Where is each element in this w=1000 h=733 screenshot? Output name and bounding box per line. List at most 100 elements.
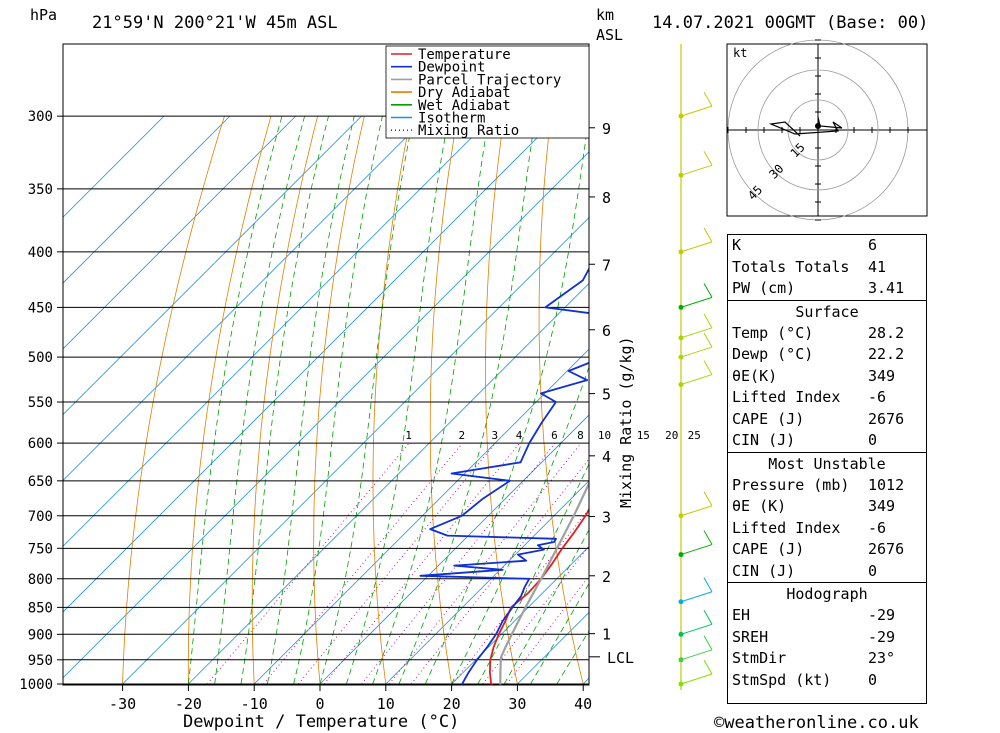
temperature-tick-label: 10 bbox=[377, 695, 395, 713]
wet-adiabat-line bbox=[293, 116, 383, 685]
mixing-ratio-line bbox=[506, 575, 589, 685]
hodo-row: StmDir 23° bbox=[728, 648, 926, 670]
surface-label: Dewp (°C) bbox=[732, 345, 814, 363]
hodo-value: 23° bbox=[868, 649, 896, 667]
hodo-label: SREH bbox=[732, 627, 769, 646]
mixing-ratio-label: 20 bbox=[665, 429, 678, 442]
mixing-ratio-label: 2 bbox=[459, 429, 466, 442]
surface-row: θE(K) 349 bbox=[728, 366, 926, 388]
wind-barb-flag bbox=[703, 659, 713, 675]
surface-value: 0 bbox=[868, 431, 878, 449]
hodo-label: StmDir bbox=[732, 649, 787, 667]
isotherm-line bbox=[188, 282, 589, 685]
dry-adiabat-line bbox=[251, 116, 318, 685]
pressure-tick-label: 950 bbox=[28, 653, 53, 669]
lcl-label: LCL bbox=[607, 649, 634, 667]
temperature-tick-label: 30 bbox=[508, 695, 526, 713]
pressure-tick-label: 500 bbox=[28, 350, 53, 366]
surface-row: Lifted Index -6 bbox=[728, 387, 926, 409]
storm-motion-marker bbox=[815, 123, 821, 129]
wind-barb bbox=[680, 505, 713, 517]
km-unit: km bbox=[596, 6, 614, 24]
wind-barb-flag bbox=[703, 150, 713, 166]
hodograph-ring bbox=[757, 69, 879, 191]
hodograph-ring bbox=[787, 99, 849, 161]
legend-label: Wet Adiabat bbox=[418, 98, 511, 114]
surface-value: 349 bbox=[868, 366, 896, 385]
isotherm-line bbox=[385, 480, 589, 685]
temperature-tick-label: 20 bbox=[443, 695, 461, 713]
wind-barb bbox=[680, 105, 713, 117]
mixing-ratio-line bbox=[361, 442, 556, 685]
mu-row: Lifted Index -6 bbox=[728, 518, 926, 540]
pressure-tick-label: 300 bbox=[28, 109, 53, 125]
indices-value: 6 bbox=[868, 236, 878, 254]
mixing-ratio-line bbox=[263, 442, 463, 685]
wind-barb-dot bbox=[678, 172, 684, 178]
isotherm-line bbox=[63, 115, 165, 218]
wind-barbs bbox=[678, 44, 713, 690]
temperature-tick-label: -20 bbox=[175, 695, 202, 713]
parcel-trajectory-profile bbox=[499, 480, 589, 685]
height-tick-label: 8 bbox=[602, 189, 611, 207]
wet-adiabat-line bbox=[424, 116, 589, 685]
wind-barb-dot bbox=[678, 513, 684, 519]
mu-row: CIN (J) 0 bbox=[728, 561, 926, 583]
mu-label: θE (K) bbox=[732, 497, 787, 515]
hodo-value: -29 bbox=[868, 606, 896, 624]
indices-label: K bbox=[732, 236, 742, 254]
mixing-ratio-label: 6 bbox=[551, 429, 558, 442]
wet-adiabat-line bbox=[240, 116, 329, 685]
wind-barb-dot bbox=[678, 552, 684, 558]
mixing-ratio-label: 1 bbox=[405, 429, 412, 442]
wind-barb bbox=[680, 544, 713, 556]
isotherm-line bbox=[63, 115, 362, 416]
wind-barb-dot bbox=[678, 304, 684, 310]
mu-value: 0 bbox=[868, 561, 878, 580]
mu-value: 349 bbox=[868, 497, 896, 515]
isotherm-line bbox=[63, 151, 589, 679]
wind-barb-flag bbox=[703, 530, 713, 545]
wind-barb-dot bbox=[678, 382, 684, 388]
hodo-value: -29 bbox=[868, 627, 896, 646]
surface-label: Lifted Index bbox=[732, 388, 841, 406]
height-tick-label: 2 bbox=[602, 568, 611, 586]
legend-label: Parcel Trajectory bbox=[418, 72, 561, 88]
wind-barb-flag bbox=[703, 491, 713, 507]
surface-value: 2676 bbox=[868, 409, 905, 428]
mixing-ratio-axis-label: Mixing Ratio (g/kg) bbox=[617, 336, 635, 508]
isotherm-line bbox=[253, 348, 589, 685]
wind-barb bbox=[680, 623, 713, 635]
hodo-row: StmSpd (kt) 0 bbox=[728, 670, 926, 692]
datetime-label: 14.07.2021 00GMT (Base: 00) bbox=[652, 13, 928, 33]
pressure-tick-label: 400 bbox=[28, 245, 53, 261]
location-label: 21°59'N 200°21'W 45m ASL bbox=[92, 13, 338, 33]
wind-barb bbox=[680, 591, 713, 603]
surface-label: CIN (J) bbox=[732, 431, 796, 449]
pressure-tick-label: 450 bbox=[28, 300, 53, 316]
dry-adiabat-line bbox=[187, 116, 272, 684]
isotherm-line bbox=[63, 115, 231, 284]
wet-adiabat-line bbox=[345, 116, 450, 685]
kt-unit: kt bbox=[733, 46, 747, 60]
indices-value: 41 bbox=[868, 257, 887, 276]
isotherm-line bbox=[63, 115, 560, 613]
hodo-value: 0 bbox=[868, 670, 878, 689]
indices-value: 3.41 bbox=[868, 279, 905, 297]
temperature-profile bbox=[488, 507, 589, 685]
wind-barb-flag bbox=[703, 313, 713, 329]
wind-barb-flag bbox=[703, 91, 713, 107]
wind-barb bbox=[680, 327, 713, 339]
surface-label: CAPE (J) bbox=[732, 409, 805, 428]
pressure-tick-label: 750 bbox=[28, 541, 53, 557]
legend-label: Mixing Ratio bbox=[418, 123, 519, 139]
temperature-tick-label: 0 bbox=[315, 695, 324, 713]
surface-row: Dewp (°C) 22.2 bbox=[728, 344, 926, 366]
wind-barb bbox=[680, 296, 713, 308]
hodograph-title: Hodograph bbox=[786, 585, 868, 603]
x-axis-label: Dewpoint / Temperature (°C) bbox=[183, 712, 459, 732]
wind-barb-dot bbox=[678, 335, 684, 341]
pressure-tick-label: 550 bbox=[28, 395, 53, 411]
